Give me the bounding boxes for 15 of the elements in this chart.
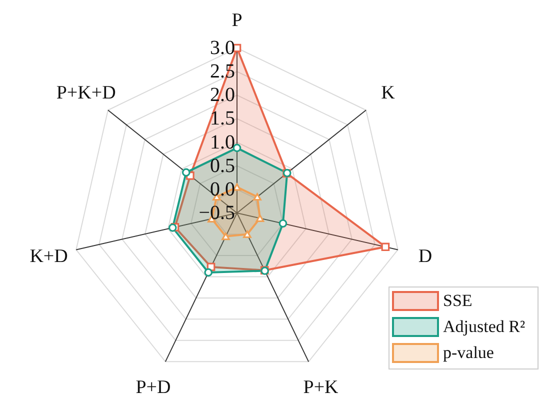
spoke-label: K+D <box>30 246 68 267</box>
spoke-label: P+D <box>136 376 171 398</box>
y-tick-label: 3.0 <box>210 37 235 59</box>
spoke-label: P+K <box>303 376 339 398</box>
y-tick-label: 0.5 <box>210 154 235 177</box>
legend-label: SSE <box>443 291 472 310</box>
spoke-label: P+K+D <box>56 82 116 104</box>
y-tick-label: 1.5 <box>210 108 235 130</box>
spoke-label: D <box>418 246 432 267</box>
y-tick-label: 1.0 <box>210 131 235 154</box>
legend-label: p-value <box>443 343 494 362</box>
legend-label: Adjusted R² <box>443 317 526 336</box>
spoke-label: P <box>232 10 242 31</box>
spoke-label: K <box>381 82 396 104</box>
y-tick-label: −0.5 <box>198 202 235 224</box>
